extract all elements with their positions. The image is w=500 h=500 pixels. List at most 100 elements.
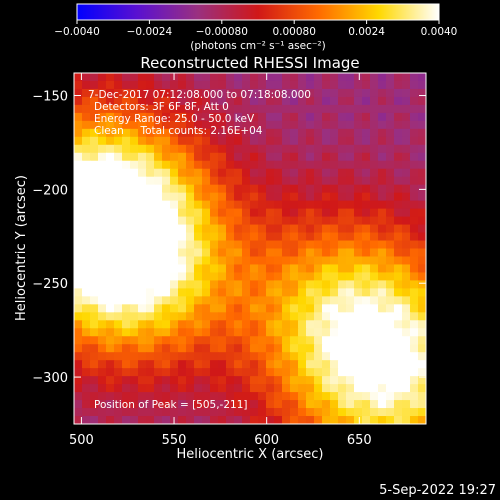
heatmap-cell (122, 248, 131, 258)
heatmap-cell (338, 208, 347, 218)
heatmap-cell (226, 336, 235, 345)
heatmap-cell (218, 272, 227, 282)
heatmap-cell (162, 216, 171, 226)
heatmap-cell (218, 360, 227, 369)
heatmap-cell (210, 88, 219, 98)
heatmap-cell (186, 392, 195, 401)
heatmap-cell (178, 376, 187, 385)
heatmap-cell (250, 120, 259, 130)
heatmap-cell (138, 392, 147, 401)
heatmap-cell (138, 336, 147, 345)
heatmap-cell (210, 73, 219, 82)
heatmap-cell (130, 184, 139, 194)
heatmap-cell (354, 168, 363, 178)
heatmap-cell (130, 264, 139, 274)
heatmap-cell (354, 216, 363, 226)
heatmap-cell (314, 112, 323, 122)
heatmap-cell (370, 312, 379, 321)
heatmap-cell (178, 416, 187, 424)
heatmap-cell (186, 352, 195, 361)
heatmap-cell (122, 128, 131, 138)
heatmap-cell (242, 336, 251, 345)
heatmap-cell (346, 73, 355, 82)
heatmap-cell (338, 144, 347, 154)
heatmap-cell (290, 264, 299, 274)
heatmap-cell (106, 344, 115, 353)
heatmap-cell (322, 376, 331, 385)
heatmap-cell (362, 104, 371, 114)
heatmap-cell (74, 272, 83, 282)
heatmap-cell (234, 272, 243, 282)
heatmap-cell (386, 392, 395, 401)
heatmap-cell (242, 224, 251, 234)
heatmap-cell (74, 328, 83, 337)
heatmap-cell (258, 224, 267, 234)
heatmap-cell (314, 288, 323, 297)
heatmap-cell (106, 120, 115, 130)
heatmap-cell (178, 384, 187, 393)
heatmap-cell (194, 296, 203, 305)
heatmap-cell (234, 320, 243, 329)
heatmap-cell (354, 80, 363, 90)
heatmap-cell (418, 112, 426, 122)
heatmap-cell (354, 344, 363, 353)
plot-frame (73, 72, 427, 425)
heatmap-cell (378, 240, 387, 250)
heatmap-cell (394, 208, 403, 218)
heatmap-cell (178, 73, 187, 82)
heatmap-cell (186, 216, 195, 226)
heatmap-cell (194, 128, 203, 138)
heatmap-cell (226, 112, 235, 122)
heatmap-cell (106, 248, 115, 258)
heatmap-cell (386, 224, 395, 234)
heatmap-cell (402, 264, 411, 274)
heatmap-cell (194, 256, 203, 266)
heatmap-cell (210, 104, 219, 114)
heatmap-cell (186, 344, 195, 353)
heatmap-cell (258, 248, 267, 258)
heatmap-cell (274, 128, 283, 138)
heatmap-cell (122, 392, 131, 401)
heatmap-cell (410, 400, 419, 409)
heatmap-cell (106, 304, 115, 313)
heatmap-cell (242, 376, 251, 385)
heatmap-cell (218, 336, 227, 345)
heatmap-cell (106, 184, 115, 194)
heatmap-cell (154, 296, 163, 305)
colorbar-tick-label: −0.00080 (196, 26, 248, 38)
heatmap-cell (162, 264, 171, 274)
heatmap-cell (354, 264, 363, 274)
heatmap-cell (146, 344, 155, 353)
heatmap-cell (418, 224, 426, 234)
heatmap-cell (298, 240, 307, 250)
heatmap-cell (346, 144, 355, 154)
heatmap-cell (210, 136, 219, 146)
heatmap-cell (370, 192, 379, 202)
heatmap-cell (154, 73, 163, 82)
heatmap-cell (146, 312, 155, 321)
heatmap-cell (98, 152, 107, 162)
heatmap-cell (194, 376, 203, 385)
heatmap-cell (266, 152, 275, 162)
heatmap-cell (162, 128, 171, 138)
heatmap-cell (186, 120, 195, 130)
heatmap-cell (258, 168, 267, 178)
heatmap-cell (394, 312, 403, 321)
heatmap-cell (354, 128, 363, 138)
heatmap-cell (218, 184, 227, 194)
heatmap-cell (146, 73, 155, 82)
heatmap-cell (226, 312, 235, 321)
heatmap-cell (402, 96, 411, 106)
heatmap-cell (282, 128, 291, 138)
heatmap-cell (418, 408, 426, 417)
heatmap-cell (98, 360, 107, 369)
heatmap-cell (362, 392, 371, 401)
heatmap-cell (386, 232, 395, 242)
heatmap-cell (322, 288, 331, 297)
heatmap-cell (154, 216, 163, 226)
heatmap-cell (170, 112, 179, 122)
heatmap-cell (362, 224, 371, 234)
heatmap-cell (186, 192, 195, 202)
heatmap-cell (362, 96, 371, 106)
heatmap-cell (386, 216, 395, 226)
